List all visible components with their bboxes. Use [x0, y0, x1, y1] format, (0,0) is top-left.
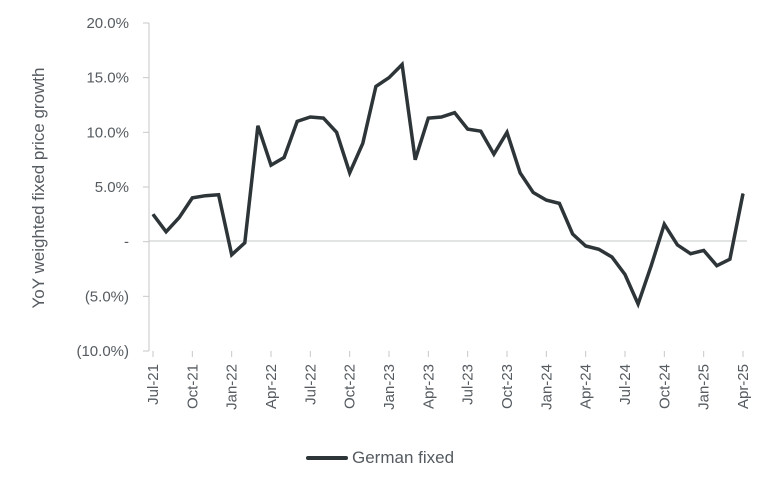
- line-chart: 20.0% 15.0% 10.0% 5.0% - (5.0%) (10.0%) Jul-21…: [29, 15, 752, 410]
- x-tick-label: Apr-23: [420, 364, 437, 409]
- data-point: [283, 156, 285, 158]
- data-point: [270, 164, 272, 166]
- data-point: [676, 244, 678, 246]
- data-point: [388, 77, 390, 79]
- series-line-german-fixed: [151, 60, 745, 309]
- x-tick-label: Oct-23: [499, 364, 516, 409]
- x-tick-label: Jan-25: [696, 364, 713, 410]
- y-axis-title: YoY weighted fixed price growth: [29, 68, 48, 309]
- data-point: [637, 303, 639, 305]
- y-tick-label: (5.0%): [85, 288, 129, 305]
- y-tick-label: 15.0%: [86, 70, 129, 87]
- data-point: [231, 254, 233, 256]
- data-point: [152, 213, 154, 215]
- data-point: [204, 195, 206, 197]
- data-point: [414, 159, 416, 161]
- data-point: [598, 248, 600, 250]
- data-point: [467, 128, 469, 130]
- data-point: [493, 153, 495, 155]
- y-tick-label: 5.0%: [95, 179, 129, 196]
- data-point: [624, 273, 626, 275]
- x-tick-label: Oct-22: [342, 364, 359, 409]
- data-point: [506, 131, 508, 133]
- data-point: [362, 142, 364, 144]
- data-point: [336, 131, 338, 133]
- data-point: [545, 199, 547, 201]
- x-tick-label: Apr-24: [578, 364, 595, 409]
- x-tick-label: Apr-25: [735, 364, 752, 409]
- x-tick-label: Jan-24: [538, 364, 555, 410]
- data-point: [663, 223, 665, 225]
- data-point: [257, 125, 259, 127]
- data-point: [165, 231, 167, 233]
- data-point: [454, 112, 456, 114]
- data-point: [349, 172, 351, 174]
- data-point: [480, 130, 482, 132]
- data-point: [572, 233, 574, 235]
- x-tick-label: Apr-22: [263, 364, 280, 409]
- data-point: [440, 116, 442, 118]
- data-point: [611, 256, 613, 258]
- legend-swatch-german-fixed: [306, 456, 348, 460]
- data-point: [309, 116, 311, 118]
- data-point: [375, 85, 377, 87]
- data-point: [296, 120, 298, 122]
- y-axis: 20.0% 15.0% 10.0% 5.0% - (5.0%) (10.0%): [76, 15, 150, 360]
- x-tick-label: Jul-22: [302, 364, 319, 405]
- y-tick-label: 10.0%: [86, 124, 129, 141]
- data-point: [532, 191, 534, 193]
- data-point: [178, 217, 180, 219]
- data-point: [742, 193, 744, 195]
- y-tick-label: 20.0%: [86, 15, 129, 32]
- x-tick-label: Jan-23: [381, 364, 398, 410]
- legend: German fixed: [306, 448, 454, 468]
- data-point: [427, 117, 429, 119]
- data-point: [519, 172, 521, 174]
- data-point: [218, 194, 220, 196]
- legend-label-german-fixed: German fixed: [352, 448, 455, 467]
- x-axis: Jul-21 Oct-21 Jan-22 Apr-22 Jul-22 Oct-22 Jan-…: [145, 240, 752, 410]
- x-tick-label: Jan-22: [224, 364, 241, 410]
- x-tick-label: Jul-21: [145, 364, 162, 405]
- y-tick-label: (10.0%): [76, 343, 129, 360]
- data-point: [703, 249, 705, 251]
- data-point: [401, 64, 403, 66]
- x-tick-label: Jul-23: [460, 364, 477, 405]
- x-tick-label: Oct-21: [184, 364, 201, 409]
- data-point: [585, 245, 587, 247]
- x-tick-label: Jul-24: [617, 364, 634, 405]
- data-point: [690, 253, 692, 255]
- data-point: [729, 258, 731, 260]
- x-tick-label: Oct-24: [656, 364, 673, 409]
- data-point: [650, 265, 652, 267]
- data-point: [244, 242, 246, 244]
- data-point: [558, 202, 560, 204]
- data-point: [716, 265, 718, 267]
- series-layer: [151, 60, 745, 309]
- data-point: [191, 197, 193, 199]
- data-point: [322, 117, 324, 119]
- y-tick-label: -: [124, 234, 129, 251]
